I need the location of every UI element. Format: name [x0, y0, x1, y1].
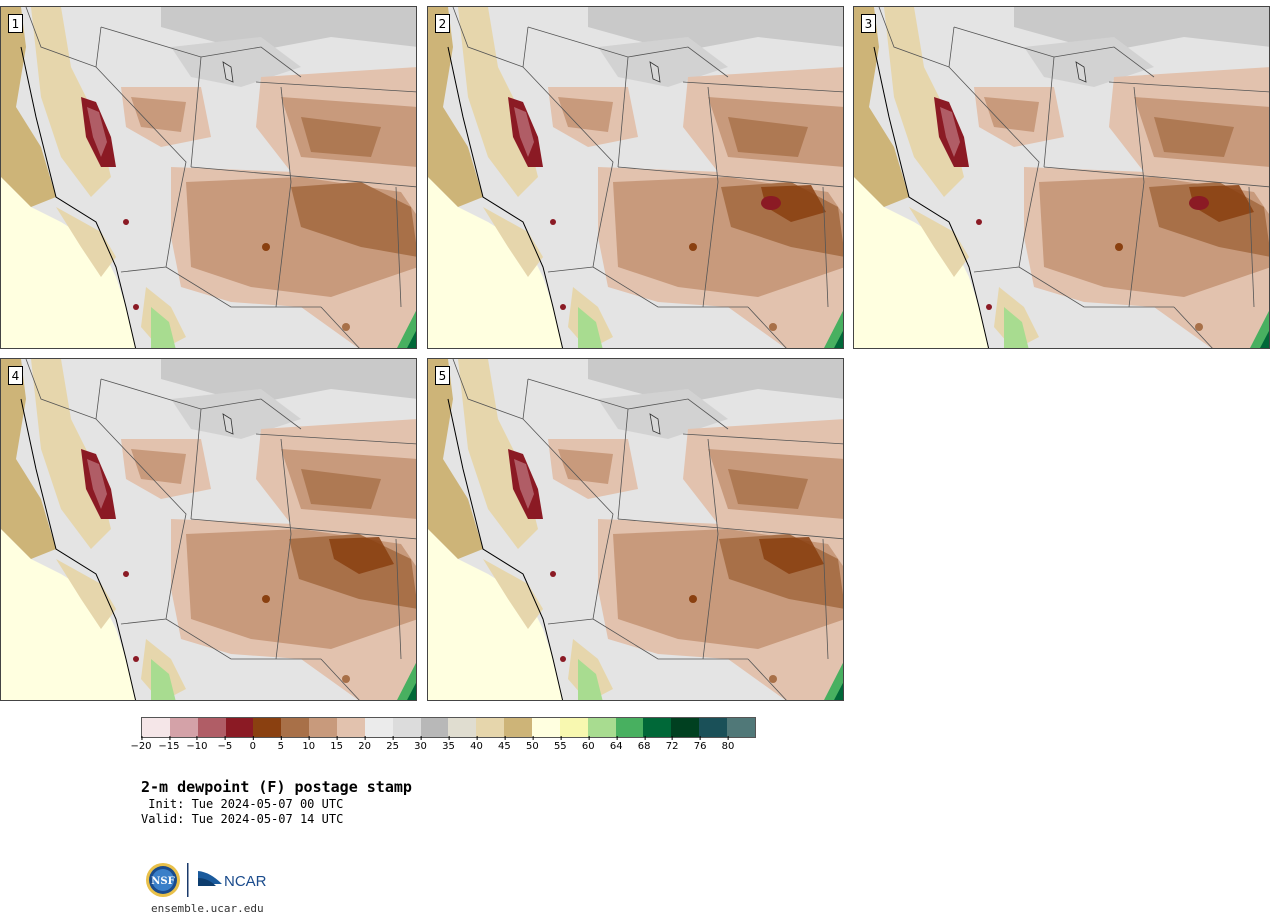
- postage-stamp-panel-3: 3: [853, 6, 1270, 349]
- colorbar-swatch: [337, 718, 365, 737]
- colorbar-tick-label: 30: [414, 736, 427, 752]
- colorbar-tick-label: 64: [610, 736, 623, 752]
- chart-title: 2-m dewpoint (F) postage stamp: [141, 778, 412, 796]
- colorbar-swatch: [142, 718, 170, 737]
- colorbar-tick-label: 15: [330, 736, 343, 752]
- dewpoint-field: [1, 359, 416, 700]
- colorbar-swatch: [476, 718, 505, 737]
- dewpoint-field: [428, 7, 843, 348]
- dewpoint-field: [428, 359, 843, 700]
- nsf-logo-icon: NSF: [146, 863, 180, 897]
- colorbar-swatch: [615, 718, 644, 737]
- svg-text:NCAR: NCAR: [224, 873, 267, 890]
- colorbar-swatch: [309, 718, 338, 737]
- panel-number-1: 1: [8, 14, 23, 33]
- colorbar-swatch: [532, 718, 560, 737]
- colorbar-swatch: [727, 718, 755, 737]
- postage-stamp-panel-2: 2: [427, 6, 844, 349]
- colorbar-swatch: [643, 718, 672, 737]
- colorbar-tick-label: 5: [278, 736, 284, 752]
- colorbar-tick-label: 50: [526, 736, 539, 752]
- colorbar-tick-label: 10: [302, 736, 315, 752]
- colorbar-ticks: −20 −15 −10 −5 0 5 10 15 20 25 30 35 40 45 50 55 60 64 68 7…: [130, 736, 756, 759]
- panel-number-2: 2: [435, 14, 450, 33]
- colorbar: [141, 717, 756, 738]
- colorbar-tick-label: 80: [722, 736, 734, 752]
- colorbar-tick-label: −20: [130, 736, 152, 752]
- colorbar-swatch: [364, 718, 393, 737]
- colorbar-tick-label: −15: [158, 736, 180, 752]
- colorbar-swatch: [169, 718, 198, 737]
- colorbar-swatch: [420, 718, 449, 737]
- dewpoint-field: [1, 7, 416, 348]
- colorbar-swatch: [197, 718, 226, 737]
- dewpoint-field: [854, 7, 1269, 348]
- colorbar-tick-label: 55: [554, 736, 567, 752]
- colorbar-swatch: [671, 718, 700, 737]
- panel-number-4: 4: [8, 366, 23, 385]
- colorbar-swatch: [392, 718, 421, 737]
- colorbar-swatch: [253, 718, 282, 737]
- postage-stamp-panel-4: 4: [0, 358, 417, 701]
- colorbar-tick-label: 40: [470, 736, 483, 752]
- colorbar-tick-label: 35: [442, 736, 455, 752]
- colorbar-tick-label: 60: [582, 736, 595, 752]
- colorbar-tick-label: 0: [250, 736, 256, 752]
- colorbar-swatch: [504, 718, 533, 737]
- postage-stamp-panel-5: 5: [427, 358, 844, 701]
- colorbar-swatch: [448, 718, 477, 737]
- colorbar-tick-label: 68: [638, 736, 651, 752]
- colorbar-tick-label: 25: [386, 736, 399, 752]
- website-url: ensemble.ucar.edu: [151, 902, 264, 915]
- colorbar-tick-label: 20: [358, 736, 371, 752]
- colorbar-swatch: [281, 718, 310, 737]
- panel-number-3: 3: [861, 14, 876, 33]
- valid-time: Valid: Tue 2024-05-07 14 UTC: [141, 812, 344, 826]
- colorbar-swatch: [587, 718, 616, 737]
- colorbar-tick-label: −10: [186, 736, 207, 752]
- postage-stamp-panel-1: 1: [0, 6, 417, 349]
- colorbar-tick-label: 72: [666, 736, 678, 752]
- colorbar-tick-label: 45: [498, 736, 511, 752]
- panel-number-5: 5: [435, 366, 450, 385]
- colorbar-tick-label: −5: [217, 736, 232, 752]
- ncar-logo-icon: NCAR: [198, 870, 267, 890]
- init-time: Init: Tue 2024-05-07 00 UTC: [141, 797, 344, 811]
- colorbar-swatch: [699, 718, 728, 737]
- svg-text:NSF: NSF: [151, 876, 174, 887]
- logos: NSF NCAR: [144, 860, 284, 900]
- colorbar-swatch: [225, 718, 254, 737]
- colorbar-swatch: [559, 718, 588, 737]
- colorbar-tick-label: 76: [694, 736, 706, 752]
